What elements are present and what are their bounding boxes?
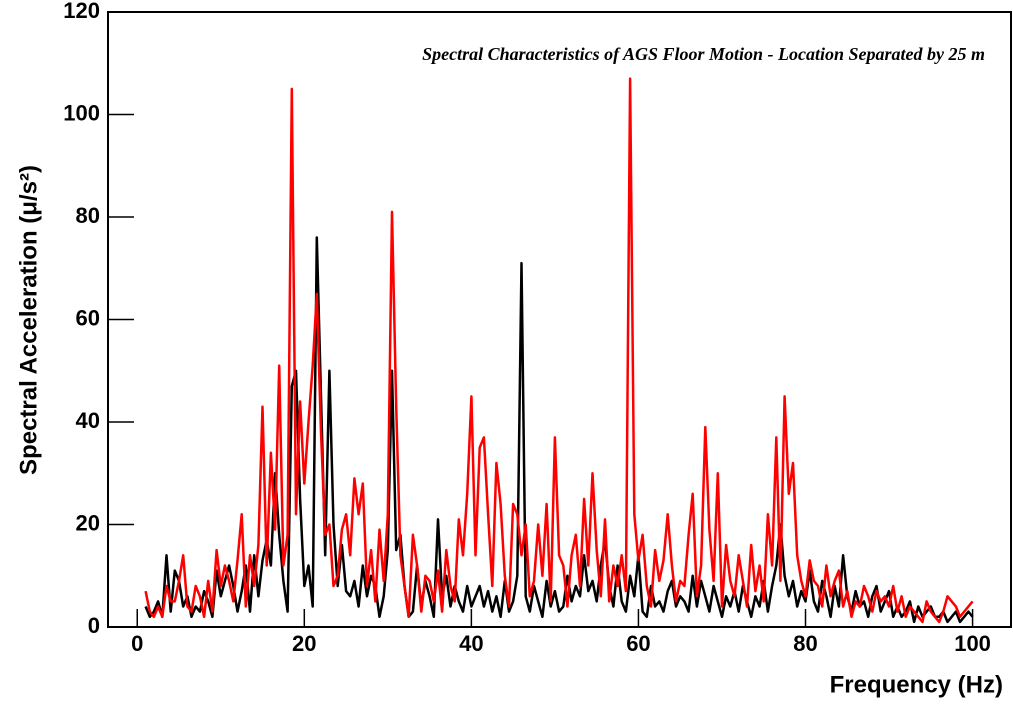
y-axis-label: Spectral Acceleration (μ/s²) [15, 165, 42, 475]
y-tick-label: 60 [76, 305, 100, 330]
x-tick-label: 60 [626, 631, 650, 656]
chart-title: Spectral Characteristics of AGS Floor Mo… [422, 44, 985, 64]
plot-area [144, 77, 974, 624]
y-tick-label: 0 [88, 613, 100, 638]
y-tick-label: 120 [63, 0, 100, 23]
x-tick-label: 100 [954, 631, 991, 656]
y-tick-label: 40 [76, 408, 100, 433]
y-tick-label: 20 [76, 510, 100, 535]
x-tick-label: 20 [292, 631, 316, 656]
y-tick-label: 80 [76, 203, 100, 228]
x-axis-label: Frequency (Hz) [830, 671, 1003, 698]
x-tick-label: 0 [131, 631, 143, 656]
x-tick-label: 80 [793, 631, 817, 656]
x-tick-label: 40 [459, 631, 483, 656]
series-line [144, 236, 974, 624]
series-line [144, 77, 974, 624]
y-tick-label: 100 [63, 100, 100, 125]
